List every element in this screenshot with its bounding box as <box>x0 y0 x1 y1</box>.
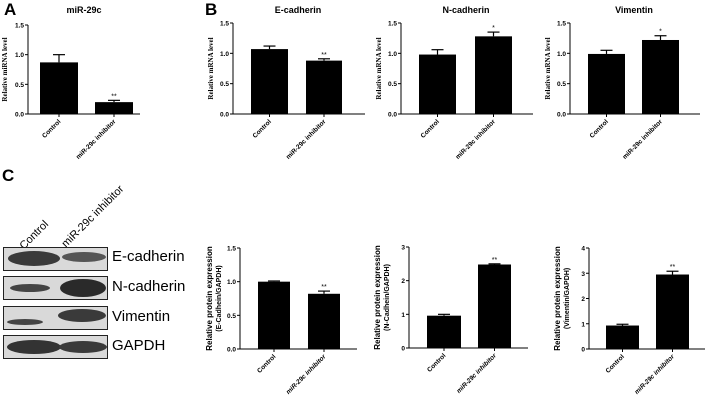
y-tick-label: 1.0 <box>15 52 24 59</box>
bar <box>40 62 78 114</box>
y-tick-label: 1 <box>581 321 585 328</box>
bar <box>258 281 290 349</box>
bar <box>478 264 511 348</box>
y-tick-label: 0 <box>581 347 585 354</box>
y-tick-label: 0 <box>401 346 405 353</box>
bar <box>308 293 340 349</box>
significance-marker: ** <box>670 264 676 271</box>
y-tick-label: 1.0 <box>220 51 229 58</box>
blot-n-cadherin <box>3 276 108 300</box>
y-axis-label: Relative mRNA level <box>544 37 552 99</box>
blot-label-vimentin: Vimentin <box>112 308 171 325</box>
y-tick-label: 0.0 <box>15 112 24 119</box>
y-tick-label: 3 <box>401 245 405 252</box>
y-tick-label: 4 <box>581 246 585 253</box>
significance-marker: ** <box>321 52 327 59</box>
y-tick-label: 2 <box>401 278 405 285</box>
blot-label-e-cadherin: E-cadherin <box>112 248 185 265</box>
y-axis-label: Relative protein expression <box>553 246 562 351</box>
y-tick-label: 1.0 <box>557 51 566 58</box>
significance-marker: ** <box>492 257 498 264</box>
bar <box>588 53 625 114</box>
bar <box>642 39 679 115</box>
y-tick-label: 0.5 <box>220 81 229 88</box>
significance-marker: ** <box>321 284 327 291</box>
y-tick-label: 0.0 <box>388 112 397 119</box>
blot-e-cadherin <box>3 247 108 271</box>
y-axis-label: (N-Cadhein/GAPDH) <box>384 264 391 331</box>
blot-vimentin <box>3 306 108 330</box>
panel-label-a: A <box>4 0 17 19</box>
y-tick-label: 1 <box>401 312 405 319</box>
y-tick-label: 0.5 <box>388 81 397 88</box>
y-tick-label: 3 <box>581 271 585 278</box>
chart-title: E-cadherin <box>275 5 322 15</box>
blot-label-n-cadherin: N-cadherin <box>112 278 186 295</box>
y-axis-label: Relative mRNA level <box>207 37 215 99</box>
y-tick-label: 0.5 <box>15 82 24 89</box>
significance-marker: * <box>659 29 662 36</box>
y-axis-label: Relative miRNA level <box>1 37 9 101</box>
blot-gapdh <box>3 335 108 359</box>
significance-marker: * <box>492 25 495 32</box>
chart-title: miR-29c <box>66 5 101 15</box>
blot-label-gapdh: GAPDH <box>112 337 166 354</box>
bar <box>427 315 461 348</box>
y-tick-label: 1.5 <box>220 21 229 28</box>
bar <box>606 325 639 349</box>
y-axis-label: Relative protein expression <box>205 246 214 351</box>
significance-marker: ** <box>111 93 117 100</box>
y-tick-label: 1.5 <box>15 23 24 30</box>
y-tick-label: 1.5 <box>557 21 566 28</box>
y-axis-label: (Vimentin/GAPDH) <box>564 268 571 329</box>
y-axis-label: Relative protein expression <box>373 245 382 350</box>
chart-title: N-cadherin <box>442 5 489 15</box>
bar <box>419 54 456 114</box>
y-tick-label: 0.5 <box>557 81 566 88</box>
panel-label-c: C <box>2 166 15 185</box>
y-tick-label: 0.0 <box>557 112 566 119</box>
y-tick-label: 2 <box>581 296 585 303</box>
panel-label-b: B <box>205 0 218 19</box>
y-tick-label: 0.0 <box>227 347 236 354</box>
bar <box>656 274 689 349</box>
y-axis-label: Relative mRNA level <box>375 37 383 99</box>
bar <box>95 102 133 114</box>
bar <box>251 49 288 114</box>
y-tick-label: 1.5 <box>227 246 236 253</box>
y-tick-label: 1.0 <box>388 51 397 58</box>
chart-title: Vimentin <box>615 5 653 15</box>
y-tick-label: 1.0 <box>227 279 236 286</box>
y-tick-label: 1.5 <box>388 21 397 28</box>
bar <box>475 36 512 115</box>
y-tick-label: 0.5 <box>227 313 236 320</box>
y-axis-label: (E-Cadhein/GAPDH) <box>216 265 223 332</box>
x-tick-label: Control <box>605 353 626 374</box>
y-tick-label: 0.0 <box>220 112 229 119</box>
x-tick-label: miR-29c inhibitor <box>633 353 676 396</box>
bar <box>306 60 342 114</box>
